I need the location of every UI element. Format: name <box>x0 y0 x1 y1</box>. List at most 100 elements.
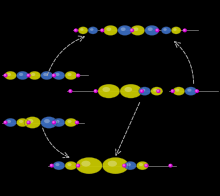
Circle shape <box>50 164 53 167</box>
Ellipse shape <box>53 118 65 127</box>
Circle shape <box>69 90 71 91</box>
Circle shape <box>169 164 172 167</box>
Circle shape <box>75 29 76 31</box>
Ellipse shape <box>173 87 185 95</box>
Circle shape <box>172 90 173 91</box>
Ellipse shape <box>19 120 23 123</box>
Ellipse shape <box>31 73 35 76</box>
Circle shape <box>69 90 72 93</box>
Ellipse shape <box>53 161 65 170</box>
Ellipse shape <box>145 25 159 35</box>
Ellipse shape <box>88 27 98 34</box>
Circle shape <box>141 90 142 91</box>
Ellipse shape <box>163 28 167 31</box>
Ellipse shape <box>7 73 11 76</box>
Ellipse shape <box>81 161 91 167</box>
Circle shape <box>101 29 103 31</box>
Ellipse shape <box>139 87 151 95</box>
Ellipse shape <box>16 71 29 80</box>
Ellipse shape <box>29 71 41 80</box>
Circle shape <box>52 74 55 77</box>
Circle shape <box>157 90 160 93</box>
Circle shape <box>4 122 6 123</box>
Circle shape <box>4 74 7 77</box>
Ellipse shape <box>65 161 77 170</box>
Ellipse shape <box>90 28 94 31</box>
Circle shape <box>145 165 147 166</box>
Ellipse shape <box>16 118 29 127</box>
Circle shape <box>77 74 80 77</box>
Circle shape <box>183 29 186 32</box>
Ellipse shape <box>153 89 158 92</box>
Ellipse shape <box>4 118 16 127</box>
Ellipse shape <box>103 25 118 35</box>
Ellipse shape <box>65 118 77 127</box>
Circle shape <box>184 29 185 31</box>
Circle shape <box>27 121 30 124</box>
Circle shape <box>77 164 80 167</box>
Ellipse shape <box>53 71 65 80</box>
Circle shape <box>51 165 52 166</box>
Ellipse shape <box>78 27 88 34</box>
Ellipse shape <box>108 161 117 167</box>
Circle shape <box>52 121 55 124</box>
Ellipse shape <box>187 89 192 92</box>
Ellipse shape <box>55 120 60 123</box>
Ellipse shape <box>41 71 53 80</box>
Circle shape <box>169 165 171 166</box>
Ellipse shape <box>80 28 84 31</box>
Ellipse shape <box>141 89 145 92</box>
Ellipse shape <box>67 73 72 76</box>
Ellipse shape <box>175 89 180 92</box>
Ellipse shape <box>65 71 77 80</box>
Ellipse shape <box>67 163 72 166</box>
Ellipse shape <box>185 87 197 95</box>
Ellipse shape <box>7 120 11 123</box>
Ellipse shape <box>4 71 16 80</box>
Circle shape <box>4 121 7 124</box>
Circle shape <box>74 29 77 32</box>
Ellipse shape <box>76 157 102 174</box>
Ellipse shape <box>120 84 142 98</box>
Ellipse shape <box>127 163 131 166</box>
Circle shape <box>77 74 78 76</box>
Circle shape <box>95 90 96 91</box>
Circle shape <box>145 164 148 167</box>
Circle shape <box>94 90 97 93</box>
Ellipse shape <box>44 119 50 123</box>
Circle shape <box>4 74 6 76</box>
Circle shape <box>195 90 198 93</box>
Circle shape <box>123 165 125 166</box>
Circle shape <box>27 74 30 77</box>
Ellipse shape <box>136 161 149 170</box>
Ellipse shape <box>24 117 41 128</box>
Ellipse shape <box>43 73 48 76</box>
Ellipse shape <box>41 117 57 128</box>
Circle shape <box>101 29 104 32</box>
Circle shape <box>28 74 29 76</box>
Circle shape <box>77 165 78 166</box>
Circle shape <box>156 29 158 31</box>
Ellipse shape <box>55 73 60 76</box>
Ellipse shape <box>98 84 120 98</box>
Ellipse shape <box>148 27 153 31</box>
Ellipse shape <box>124 161 136 170</box>
Circle shape <box>53 74 54 76</box>
Ellipse shape <box>171 27 181 34</box>
Circle shape <box>53 122 54 123</box>
Circle shape <box>76 121 79 124</box>
Circle shape <box>156 29 159 32</box>
Ellipse shape <box>130 25 145 35</box>
Ellipse shape <box>106 27 111 31</box>
Ellipse shape <box>121 27 126 31</box>
Circle shape <box>157 90 159 91</box>
Ellipse shape <box>139 163 143 166</box>
Circle shape <box>28 122 29 123</box>
Circle shape <box>130 29 133 32</box>
Ellipse shape <box>19 73 23 76</box>
Ellipse shape <box>28 119 33 123</box>
Ellipse shape <box>151 87 163 95</box>
Ellipse shape <box>102 157 129 174</box>
Circle shape <box>123 164 126 167</box>
Ellipse shape <box>133 27 138 31</box>
